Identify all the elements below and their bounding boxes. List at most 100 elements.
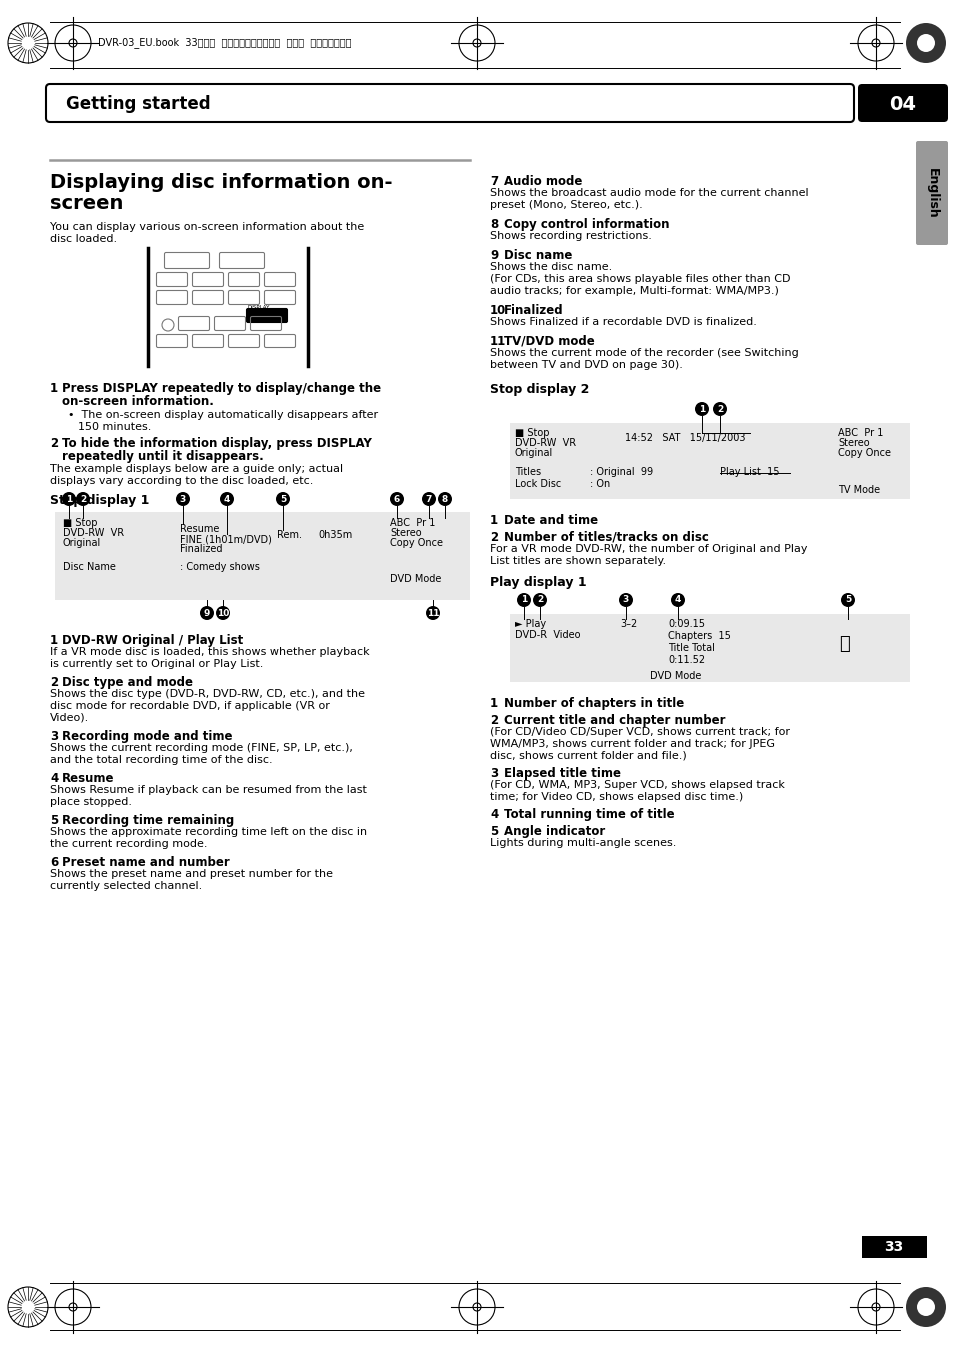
Text: Shows the broadcast audio mode for the current channel: Shows the broadcast audio mode for the c… (490, 188, 808, 199)
Bar (510, 423, 909, 499)
Circle shape (390, 492, 403, 507)
Circle shape (618, 593, 633, 607)
Text: Title Total: Title Total (667, 643, 714, 653)
Text: Shows the preset name and preset number for the: Shows the preset name and preset number … (50, 869, 333, 880)
Circle shape (841, 593, 854, 607)
Text: 1: 1 (50, 634, 58, 647)
Text: 2: 2 (716, 404, 722, 413)
Text: Original: Original (63, 538, 101, 549)
Text: the current recording mode.: the current recording mode. (50, 839, 208, 848)
Text: 1: 1 (50, 382, 58, 394)
Text: To hide the information display, press DISPLAY: To hide the information display, press D… (62, 436, 372, 450)
Text: English: English (924, 168, 938, 219)
Circle shape (533, 593, 546, 607)
Text: place stopped.: place stopped. (50, 797, 132, 807)
Text: Getting started: Getting started (66, 95, 211, 113)
Circle shape (76, 492, 90, 507)
Bar (55, 512, 470, 600)
Text: 🎥: 🎥 (839, 635, 849, 653)
Text: 10: 10 (216, 608, 229, 617)
Text: Date and time: Date and time (503, 513, 598, 527)
Text: (For CD, WMA, MP3, Super VCD, shows elapsed track: (For CD, WMA, MP3, Super VCD, shows elap… (490, 780, 784, 790)
Text: Shows the current mode of the recorder (see Switching: Shows the current mode of the recorder (… (490, 349, 798, 358)
Text: disc, shows current folder and file.): disc, shows current folder and file.) (490, 751, 686, 761)
Text: Number of titles/tracks on disc: Number of titles/tracks on disc (503, 531, 708, 544)
Text: 5: 5 (844, 596, 850, 604)
Text: 8: 8 (441, 494, 448, 504)
Text: between TV and DVD on page 30).: between TV and DVD on page 30). (490, 359, 682, 370)
Text: Play List  15: Play List 15 (720, 467, 779, 477)
Text: disc mode for recordable DVD, if applicable (VR or: disc mode for recordable DVD, if applica… (50, 701, 330, 711)
Text: •  The on-screen display automatically disappears after: • The on-screen display automatically di… (68, 409, 377, 420)
Text: Angle indicator: Angle indicator (503, 825, 604, 838)
Text: Number of chapters in title: Number of chapters in title (503, 697, 683, 711)
Text: repeatedly until it disappears.: repeatedly until it disappears. (62, 450, 263, 463)
Text: 0h35m: 0h35m (317, 530, 352, 540)
Text: Disc name: Disc name (503, 249, 572, 262)
Text: DVD-R  Video: DVD-R Video (515, 630, 579, 640)
Text: audio tracks; for example, Multi-format: WMA/MP3.): audio tracks; for example, Multi-format:… (490, 286, 778, 296)
Circle shape (670, 593, 684, 607)
Text: 6: 6 (394, 494, 399, 504)
Text: 1: 1 (490, 513, 497, 527)
Text: ■ Stop: ■ Stop (515, 428, 549, 438)
Text: Stereo: Stereo (390, 528, 421, 538)
Text: Total running time of title: Total running time of title (503, 808, 674, 821)
Bar (510, 613, 909, 682)
Text: is currently set to Original or Play List.: is currently set to Original or Play Lis… (50, 659, 263, 669)
Text: 4: 4 (674, 596, 680, 604)
Text: 4: 4 (50, 771, 58, 785)
Text: and the total recording time of the disc.: and the total recording time of the disc… (50, 755, 273, 765)
Circle shape (712, 403, 726, 416)
Text: Play display 1: Play display 1 (490, 576, 586, 589)
Text: DVD-RW  VR: DVD-RW VR (515, 438, 576, 449)
Text: WMA/MP3, shows current folder and track; for JPEG: WMA/MP3, shows current folder and track;… (490, 739, 774, 748)
Text: You can display various on-screen information about the: You can display various on-screen inform… (50, 222, 364, 232)
Text: 33: 33 (883, 1240, 902, 1254)
FancyBboxPatch shape (246, 308, 287, 323)
Text: : Comedy shows: : Comedy shows (180, 562, 259, 571)
Text: Audio mode: Audio mode (503, 176, 581, 188)
Text: screen: screen (50, 195, 123, 213)
Text: For a VR mode DVD-RW, the number of Original and Play: For a VR mode DVD-RW, the number of Orig… (490, 544, 806, 554)
Circle shape (215, 607, 230, 620)
Text: 04: 04 (888, 95, 916, 113)
Circle shape (695, 403, 708, 416)
Text: Stop display 1: Stop display 1 (50, 494, 150, 507)
Circle shape (916, 34, 934, 51)
Text: Copy Once: Copy Once (390, 538, 442, 549)
Text: 7: 7 (490, 176, 497, 188)
Circle shape (421, 492, 436, 507)
Text: Displaying disc information on-: Displaying disc information on- (50, 173, 392, 192)
Text: 1: 1 (490, 697, 497, 711)
Text: 2: 2 (80, 494, 86, 504)
Text: DVR-03_EU.book  33ページ  ２００３年７月２８日  月曜日  午後７晏１９分: DVR-03_EU.book 33ページ ２００３年７月２８日 月曜日 午後７晏… (98, 38, 351, 49)
Text: 11: 11 (426, 608, 438, 617)
Text: Stereo: Stereo (837, 438, 869, 449)
Circle shape (426, 607, 439, 620)
Text: Chapters  15: Chapters 15 (667, 631, 730, 640)
Text: If a VR mode disc is loaded, this shows whether playback: If a VR mode disc is loaded, this shows … (50, 647, 369, 657)
Text: Shows recording restrictions.: Shows recording restrictions. (490, 231, 651, 240)
Text: 9: 9 (490, 249, 497, 262)
Text: 3: 3 (622, 596, 628, 604)
Text: The example displays below are a guide only; actual: The example displays below are a guide o… (50, 463, 343, 474)
Text: 11: 11 (490, 335, 506, 349)
Text: Resume: Resume (62, 771, 114, 785)
Circle shape (916, 1298, 934, 1316)
FancyBboxPatch shape (857, 84, 947, 122)
Text: Titles: Titles (515, 467, 540, 477)
Text: 4: 4 (224, 494, 230, 504)
Text: 150 minutes.: 150 minutes. (78, 422, 152, 432)
Circle shape (437, 492, 452, 507)
Text: Recording mode and time: Recording mode and time (62, 730, 233, 743)
Text: Lock Disc: Lock Disc (515, 480, 560, 489)
Text: (For CD/Video CD/Super VCD, shows current track; for: (For CD/Video CD/Super VCD, shows curren… (490, 727, 789, 738)
Text: Shows the disc name.: Shows the disc name. (490, 262, 612, 272)
Text: 5: 5 (490, 825, 497, 838)
Text: Original: Original (515, 449, 553, 458)
Text: Lights during multi-angle scenes.: Lights during multi-angle scenes. (490, 838, 676, 848)
FancyBboxPatch shape (46, 84, 853, 122)
Text: Finalized: Finalized (180, 544, 222, 554)
Circle shape (200, 607, 213, 620)
